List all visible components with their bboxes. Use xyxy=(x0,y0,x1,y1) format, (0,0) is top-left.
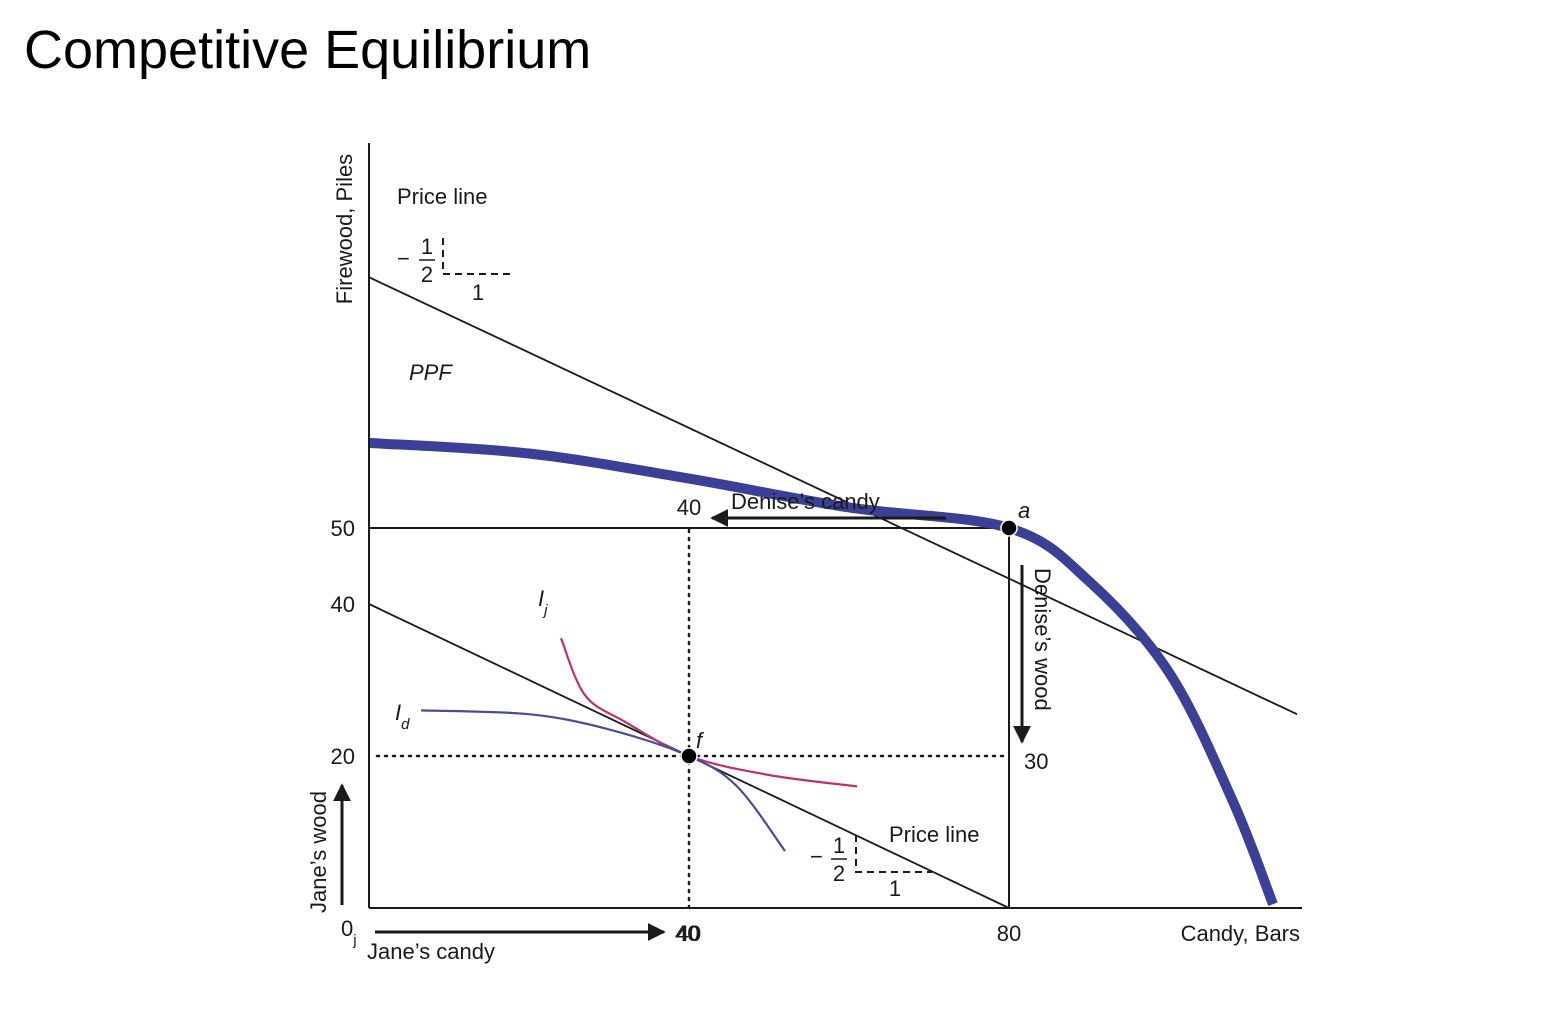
y-tick-label: 20 xyxy=(331,744,355,769)
indifference-denise-label: Id xyxy=(395,700,410,733)
ppf-curve xyxy=(368,437,1278,907)
point-a-label: a xyxy=(1018,498,1030,523)
indifference-curve-denise xyxy=(420,709,786,852)
price-line-top-label: Price line xyxy=(397,184,487,209)
y-tick-label: 40 xyxy=(331,592,355,617)
slope-marker-bottom xyxy=(855,835,932,873)
slope-marker-top xyxy=(442,238,515,275)
denise-wood-label: Denise’s wood xyxy=(1030,568,1055,711)
ppf-label: PPF xyxy=(409,360,453,385)
point-a xyxy=(1000,519,1018,537)
denise-wood-value: 30 xyxy=(1024,749,1048,774)
origin-label: 0j xyxy=(341,916,357,949)
denise-candy-value: 40 xyxy=(677,495,701,520)
y-tick-label: 50 xyxy=(331,516,355,541)
x-axis-label: Candy, Bars xyxy=(1181,921,1300,946)
indifference-jane-label: Ij xyxy=(538,586,548,619)
jane-wood-label: Jane’s wood xyxy=(306,791,331,913)
point-f-label: f xyxy=(696,728,705,753)
jane-candy-value: 40 xyxy=(675,921,699,946)
price-line-bottom-label: Price line xyxy=(889,822,979,847)
slope-sign-top: − xyxy=(397,246,410,271)
x-tick-label: 80 xyxy=(997,921,1021,946)
denise-candy-label: Denise’s candy xyxy=(731,489,880,514)
slope-numerator-top: 1 xyxy=(421,234,433,259)
slope-run-top: 1 xyxy=(472,280,484,305)
jane-candy-label: Jane’s candy xyxy=(367,939,495,964)
slope-sign-bottom: − xyxy=(810,844,823,869)
slope-numerator-bottom: 1 xyxy=(833,833,845,858)
slope-run-bottom: 1 xyxy=(889,876,901,901)
slope-denominator-top: 2 xyxy=(421,262,433,287)
indifference-curve-jane xyxy=(559,637,858,788)
y-axis-label: Firewood, Piles xyxy=(332,154,357,304)
slope-denominator-bottom: 2 xyxy=(833,861,845,886)
page-title: Competitive Equilibrium xyxy=(24,20,592,80)
point-f xyxy=(680,747,698,765)
x-tick-label: 40 xyxy=(677,921,701,946)
